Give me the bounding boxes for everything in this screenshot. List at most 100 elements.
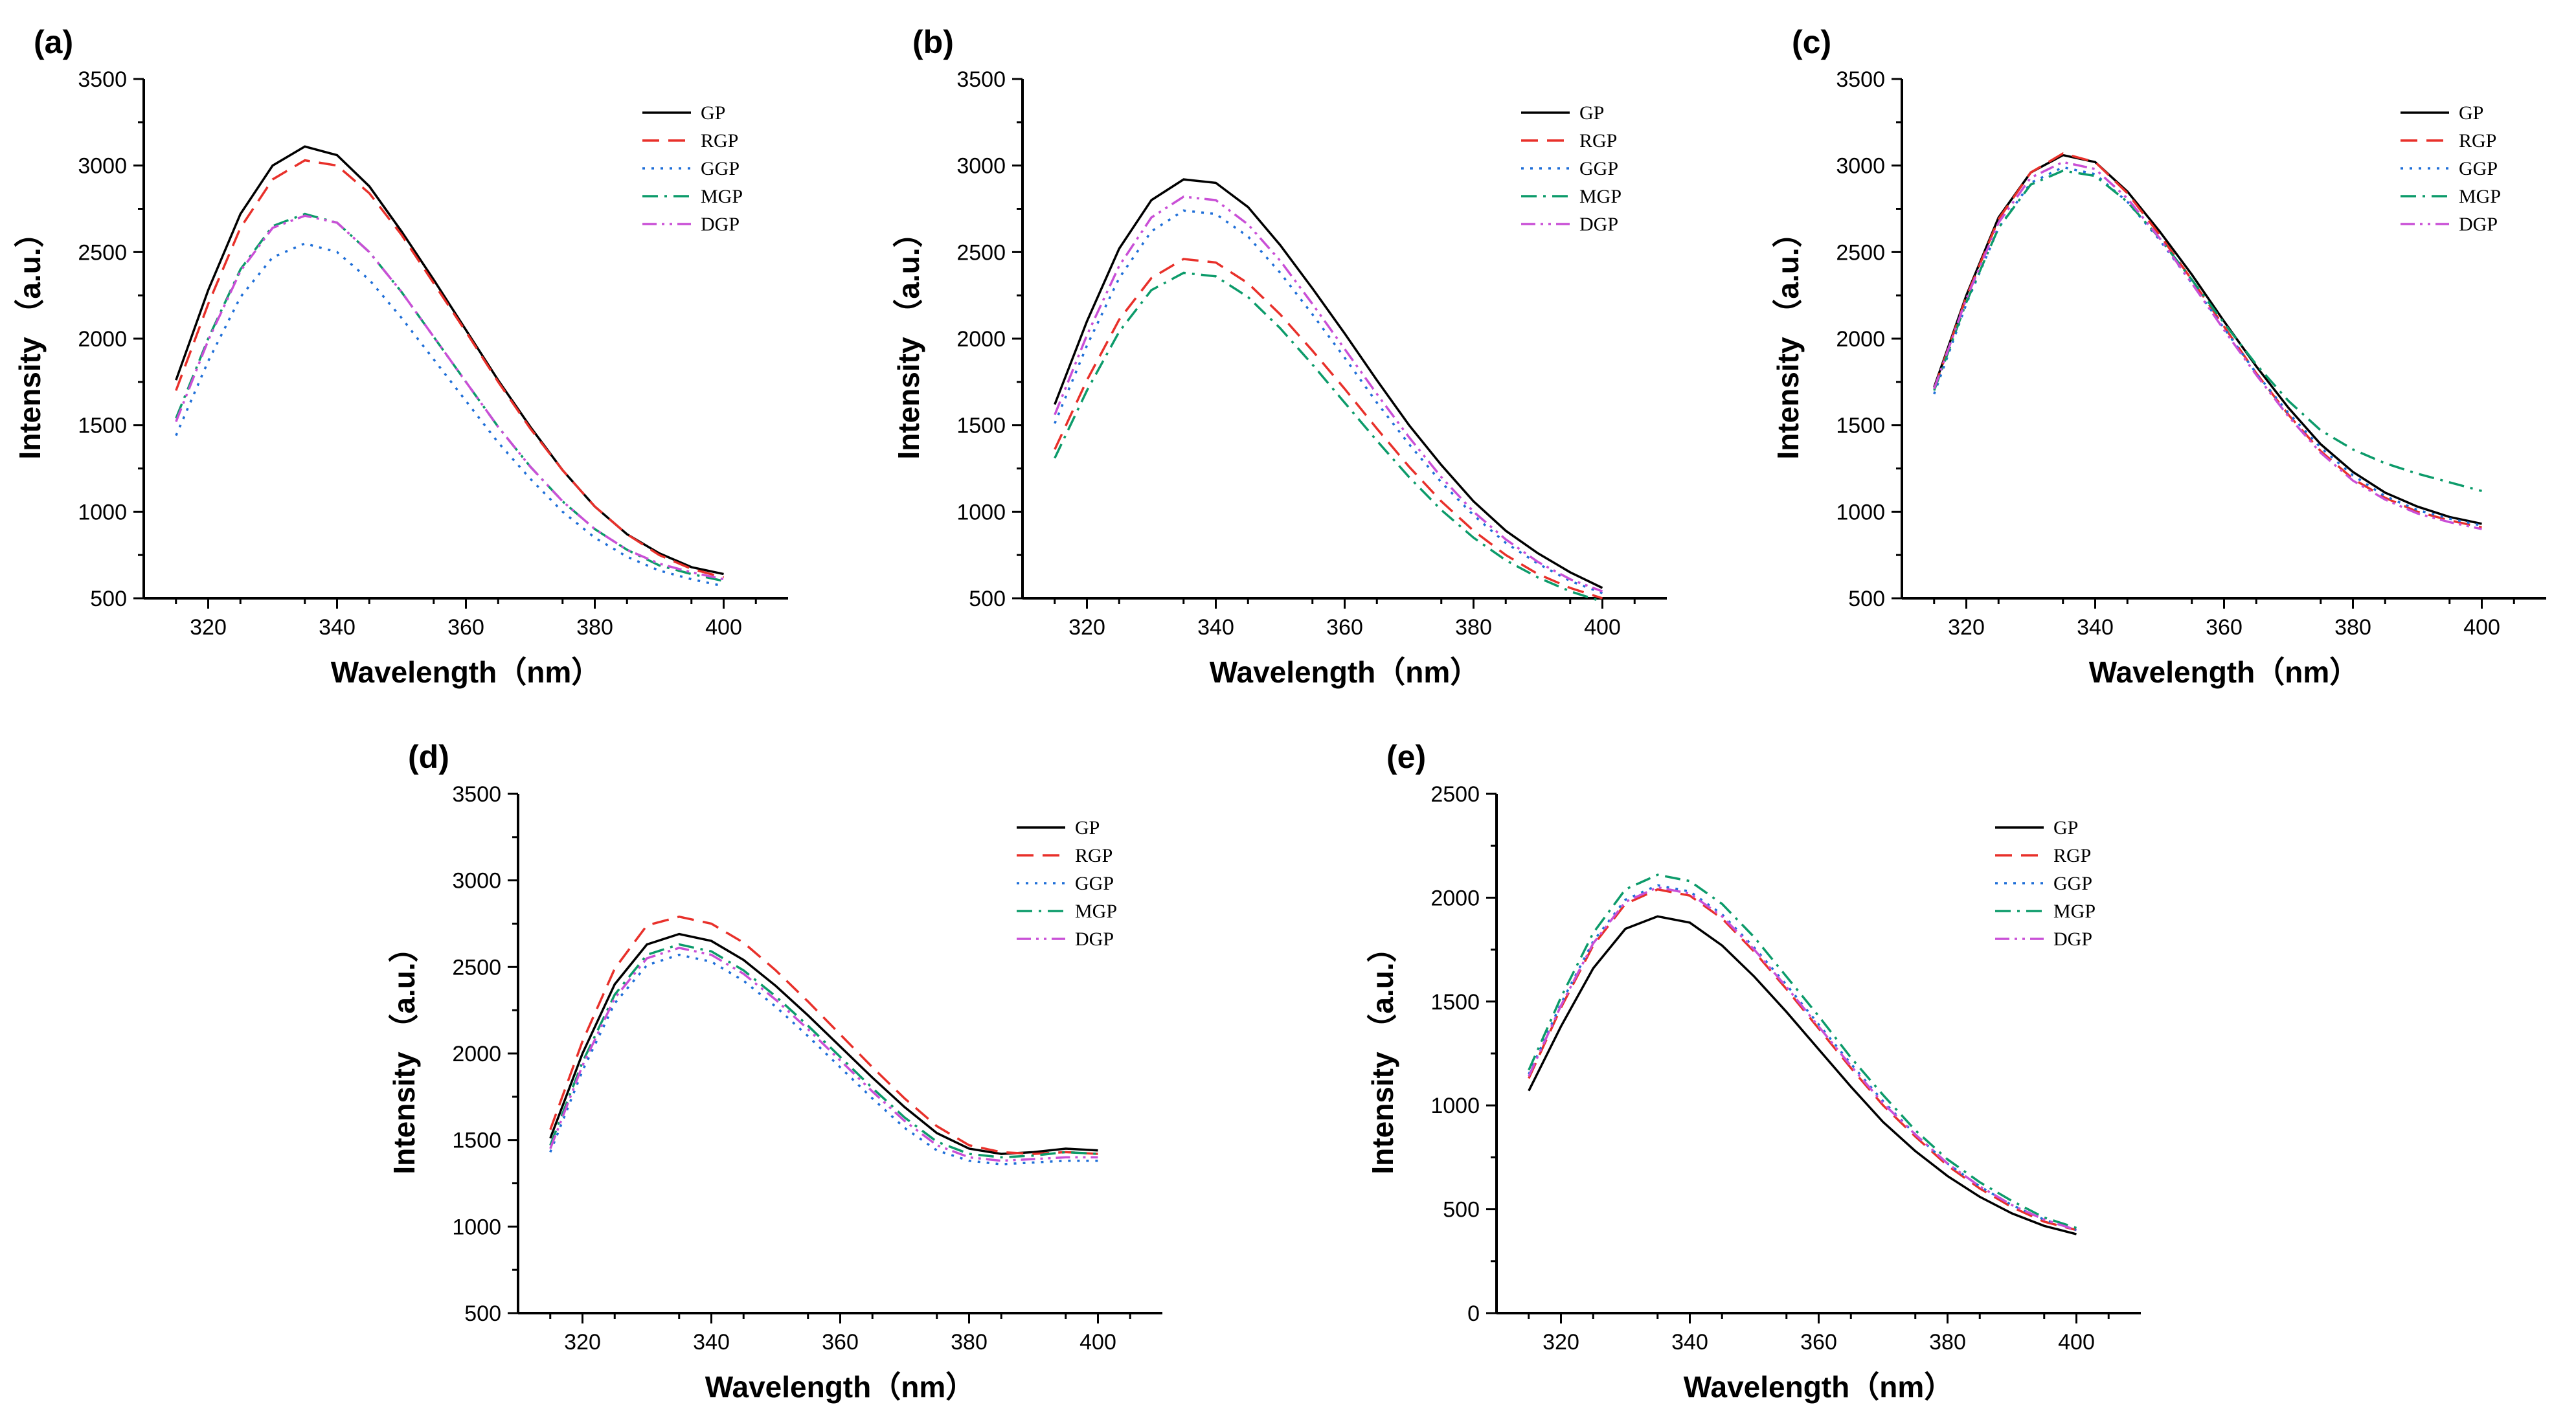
y-tick-label: 500 (90, 587, 127, 611)
series-line-mgp (1933, 169, 2482, 492)
y-tick-label: 3500 (956, 67, 1006, 92)
series-line-rgp (1528, 888, 2077, 1232)
legend-label: MGP (1579, 186, 1621, 207)
legend-label: GP (2053, 817, 2078, 839)
series-line-rgp (1054, 258, 1603, 600)
legend-label: GGP (1579, 158, 1618, 179)
series-line-rgp (549, 916, 1098, 1155)
x-tick-label: 380 (2334, 615, 2371, 640)
series-line-dgp (175, 214, 724, 581)
legend-label: GGP (701, 158, 740, 179)
x-tick-label: 360 (1326, 615, 1363, 640)
legend-label: MGP (2459, 186, 2501, 207)
x-tick-label: 340 (1197, 615, 1234, 640)
chart-panel-4: (e) 320 340 360 380 400 0 500 1000 1500 2000 2500 Wa… (1366, 739, 2141, 1404)
legend-label: GP (701, 102, 725, 124)
x-tick-label: 400 (2058, 1330, 2095, 1355)
series-line-dgp (549, 947, 1098, 1162)
legend-label: GGP (2053, 873, 2092, 894)
series-line-gp (1933, 153, 2482, 525)
y-axis-title: Intensity （a.u.） (13, 218, 47, 459)
y-tick-label: 2500 (78, 240, 127, 265)
y-tick-label: 2500 (1430, 782, 1480, 807)
panel-label: (b) (912, 24, 954, 60)
legend-label: DGP (1075, 929, 1114, 950)
y-tick-label: 2000 (956, 327, 1006, 352)
y-tick-label: 3000 (452, 869, 501, 894)
y-tick-label: 3000 (956, 154, 1006, 179)
y-tick-label: 1500 (1430, 990, 1480, 1015)
legend-label: RGP (2459, 130, 2496, 152)
x-tick-label: 320 (1068, 615, 1105, 640)
x-tick-label: 320 (1948, 615, 1985, 640)
y-axis-title: Intensity （a.u.） (387, 932, 421, 1174)
y-axis-title: Intensity （a.u.） (1771, 218, 1805, 459)
series-line-ggp (1933, 166, 2482, 527)
series-line-ggp (1054, 209, 1603, 594)
y-tick-label: 1000 (452, 1215, 501, 1239)
panel-label: (e) (1386, 739, 1426, 775)
x-tick-label: 320 (1542, 1330, 1579, 1355)
legend-label: DGP (2053, 929, 2092, 950)
x-tick-label: 360 (822, 1330, 859, 1355)
x-tick-label: 400 (705, 615, 742, 640)
series-line-ggp (175, 242, 724, 588)
chart-panel-3: (d) 320 340 360 380 400 500 1000 1500 2000 2500 300… (387, 739, 1162, 1404)
series-line-ggp (549, 953, 1098, 1165)
y-tick-label: 0 (1467, 1301, 1480, 1326)
x-axis-title: Wavelength（nm） (1684, 1370, 1954, 1404)
y-tick-label: 2000 (452, 1042, 501, 1066)
legend-label: GGP (2459, 158, 2498, 179)
x-tick-label: 340 (693, 1330, 730, 1355)
series-line-gp (1528, 915, 2077, 1235)
panel-label: (d) (408, 739, 449, 775)
x-tick-label: 380 (951, 1330, 988, 1355)
x-tick-label: 380 (1929, 1330, 1966, 1355)
y-tick-label: 1500 (956, 414, 1006, 438)
series-line-dgp (1528, 886, 2077, 1232)
y-tick-label: 3500 (1836, 67, 1885, 92)
x-tick-label: 340 (1671, 1330, 1708, 1355)
series-line-mgp (1528, 873, 2077, 1230)
x-axis-title: Wavelength（nm） (1210, 655, 1480, 689)
y-axis-title: Intensity （a.u.） (892, 218, 925, 459)
series-line-ggp (1528, 884, 2077, 1232)
y-tick-label: 2500 (1836, 240, 1885, 265)
x-tick-label: 360 (1800, 1330, 1837, 1355)
legend-label: DGP (1579, 214, 1618, 235)
y-tick-label: 500 (969, 587, 1006, 611)
y-axis-title: Intensity （a.u.） (1366, 932, 1399, 1174)
y-tick-label: 500 (464, 1301, 501, 1326)
x-tick-label: 380 (1455, 615, 1492, 640)
legend-label: MGP (701, 186, 743, 207)
legend-label: MGP (2053, 901, 2096, 922)
legend-label: DGP (2459, 214, 2498, 235)
x-axis-title: Wavelength（nm） (705, 1370, 975, 1404)
y-tick-label: 1500 (452, 1129, 501, 1153)
y-tick-label: 2500 (452, 955, 501, 980)
x-tick-label: 320 (190, 615, 227, 640)
series-line-mgp (549, 943, 1098, 1159)
chart-panel-1: (b) 320 340 360 380 400 500 1000 1500 2000 2500 300… (892, 24, 1667, 689)
x-tick-label: 360 (447, 615, 484, 640)
x-axis-title: Wavelength（nm） (2089, 655, 2359, 689)
y-tick-label: 1500 (1836, 414, 1885, 438)
y-tick-label: 2000 (1430, 886, 1480, 910)
x-tick-label: 360 (2206, 615, 2243, 640)
series-line-dgp (1933, 161, 2482, 530)
legend-label: GP (2459, 102, 2483, 124)
legend-label: DGP (701, 214, 740, 235)
legend-label: GP (1075, 817, 1100, 839)
y-tick-label: 3500 (452, 782, 501, 807)
x-tick-label: 380 (576, 615, 613, 640)
series-line-mgp (175, 212, 724, 583)
y-tick-label: 500 (1443, 1198, 1480, 1222)
y-tick-label: 1500 (78, 414, 127, 438)
chart-panel-2: (c) 320 340 360 380 400 500 1000 1500 2000 2500 300… (1771, 24, 2546, 689)
series-line-rgp (1933, 152, 2482, 529)
y-tick-label: 1000 (956, 500, 1006, 524)
x-tick-label: 400 (2463, 615, 2500, 640)
legend-label: RGP (1579, 130, 1617, 152)
y-tick-label: 2500 (956, 240, 1006, 265)
